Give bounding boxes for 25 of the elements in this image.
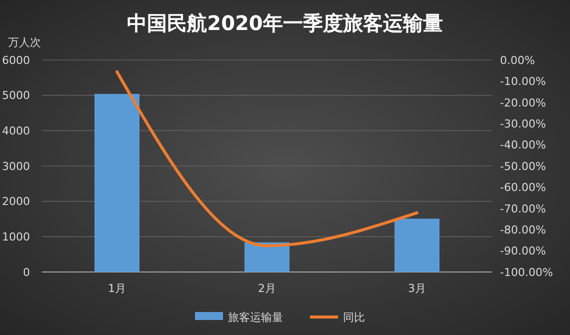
y2-tick-label: -60.00% <box>500 181 546 194</box>
y2-tick-label: -90.00% <box>500 244 546 258</box>
y-tick-label: 2000 <box>2 195 30 208</box>
x-tick-label: 2月 <box>258 282 276 295</box>
legend-label: 同比 <box>343 310 365 324</box>
y2-tick-label: -40.00% <box>500 138 546 152</box>
y2-tick-label: -30.00% <box>500 117 546 130</box>
y2-tick-label: 0.00% <box>500 54 535 67</box>
x-tick-label: 3月 <box>408 282 426 295</box>
y-tick-label: 5000 <box>2 89 30 102</box>
y2-tick-label: -70.00% <box>500 202 546 216</box>
y2-tick-label: -80.00% <box>500 223 546 236</box>
x-tick-label: 1月 <box>108 282 126 295</box>
chart-title: 中国民航2020年一季度旅客运输量 <box>127 11 443 35</box>
legend-label: 旅客运输量 <box>228 310 283 324</box>
y-tick-label: 6000 <box>2 54 30 67</box>
y2-tick-label: -100.00% <box>500 266 553 279</box>
y-axis-title: 万人次 <box>8 36 41 49</box>
y-tick-label: 4000 <box>2 124 30 138</box>
y-tick-label: 1000 <box>2 230 30 244</box>
y2-tick-label: -10.00% <box>500 75 546 88</box>
y2-tick-label: -20.00% <box>500 96 546 110</box>
y-tick-label: 0 <box>23 266 30 279</box>
y-tick-label: 3000 <box>2 160 30 173</box>
y2-tick-label: -50.00% <box>500 160 546 173</box>
